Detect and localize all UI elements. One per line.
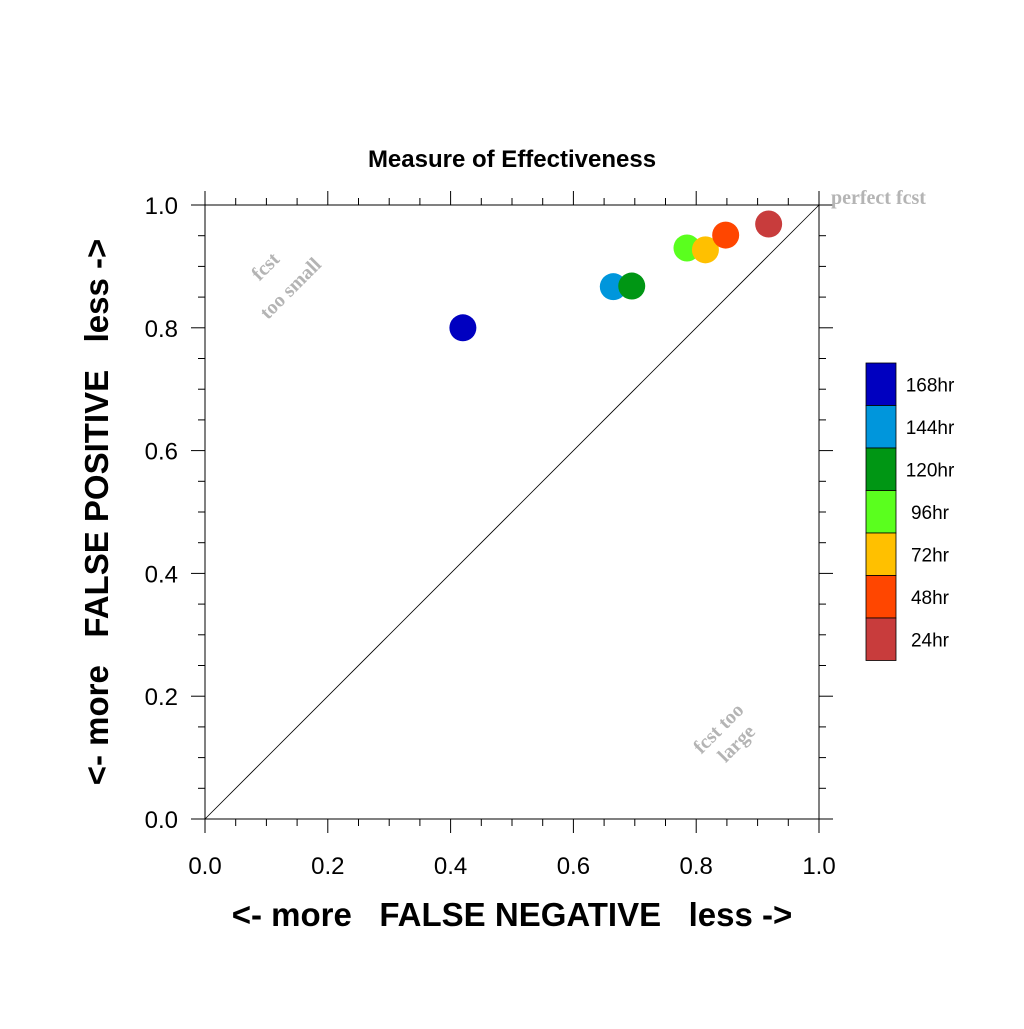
- legend-label-96hr: 96hr: [911, 503, 950, 524]
- x-axis-label: <- more FALSE NEGATIVE less ->: [232, 896, 793, 933]
- point-48hr: [712, 221, 740, 249]
- chart-title: Measure of Effectiveness: [368, 146, 656, 173]
- major-ticks: [191, 191, 833, 833]
- plot-frame: [204, 204, 820, 820]
- x-tick-labels: 0.0 0.2 0.4 0.6 0.8 1.0: [188, 853, 835, 880]
- data-points: [449, 210, 783, 342]
- y-tick-label: 0.4: [145, 561, 178, 588]
- y-tick-label: 0.0: [145, 807, 178, 834]
- y-tick-label: 1.0: [145, 193, 178, 220]
- y-tick-label: 0.8: [145, 316, 178, 343]
- legend-label-144hr: 144hr: [906, 418, 955, 439]
- annotation-perfect-fcst: perfect fcst: [831, 187, 926, 209]
- point-72hr: [691, 236, 719, 264]
- point-168hr: [449, 314, 477, 342]
- x-tick-label: 0.8: [680, 853, 713, 880]
- point-24hr: [755, 210, 783, 238]
- y-tick-label: 0.6: [145, 439, 178, 466]
- diagonal-reference-line: [204, 204, 820, 820]
- annotation-fcst-too-large: fcst too large: [689, 699, 760, 767]
- x-tick-label: 0.4: [434, 853, 467, 880]
- legend-label-48hr: 48hr: [911, 588, 950, 609]
- y-axis-label: <- more FALSE POSITIVE less ->: [78, 239, 115, 786]
- legend-swatch-72hr: [865, 532, 897, 576]
- legend-swatch-168hr: [865, 362, 897, 406]
- legend-label-24hr: 24hr: [911, 630, 950, 651]
- x-tick-label: 0.2: [311, 853, 344, 880]
- annotation-fcst-too-small: fcst too small: [247, 248, 326, 324]
- legend-label-120hr: 120hr: [906, 460, 955, 481]
- legend-swatch-48hr: [865, 575, 897, 619]
- legend-swatch-120hr: [865, 447, 897, 491]
- legend-swatch-96hr: [865, 490, 897, 534]
- y-tick-labels: 0.0 0.2 0.4 0.6 0.8 1.0: [145, 193, 178, 834]
- x-tick-label: 0.0: [188, 853, 221, 880]
- legend-label-72hr: 72hr: [911, 545, 950, 566]
- y-tick-label: 0.2: [145, 684, 178, 711]
- point-120hr: [618, 272, 646, 300]
- x-tick-label: 1.0: [802, 853, 835, 880]
- legend-swatch-144hr: [865, 405, 897, 449]
- legend-swatch-24hr: [865, 617, 897, 661]
- annotation-fcst-too-small-line1: fcst: [247, 248, 284, 285]
- minor-ticks: [198, 198, 826, 826]
- x-tick-label: 0.6: [557, 853, 590, 880]
- legend-label-168hr: 168hr: [906, 375, 955, 396]
- legend: 168hr 144hr 120hr 96hr 72hr 48hr 24hr: [865, 362, 955, 661]
